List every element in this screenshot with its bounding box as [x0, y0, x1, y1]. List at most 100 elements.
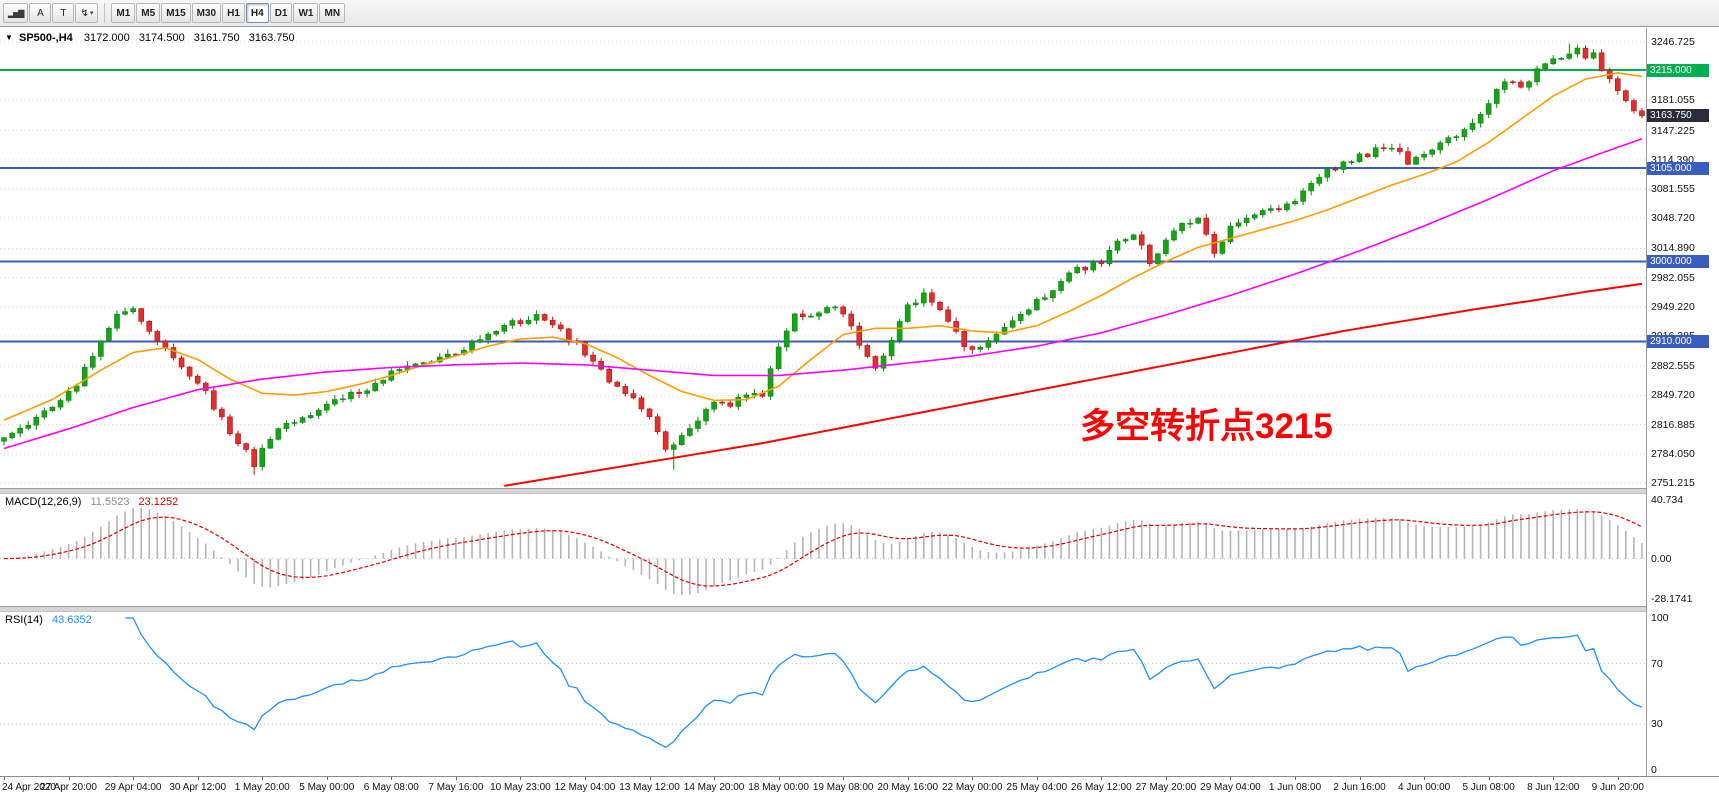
- ma-fast-orange: [3, 72, 1643, 421]
- price-axis-label: 3014.890: [1651, 242, 1695, 255]
- time-tick: [1295, 777, 1296, 780]
- candles-group: [1, 43, 1645, 476]
- time-tick: [1036, 777, 1038, 780]
- time-axis-label: 9 Jun 20:00: [1591, 782, 1644, 793]
- panel-splitter-2[interactable]: [0, 606, 1719, 612]
- time-tick: [1359, 777, 1361, 780]
- price-axis-label: 2949.220: [1651, 300, 1695, 313]
- time-tick: [1617, 777, 1619, 780]
- time-tick: [778, 777, 780, 780]
- time-axis-label: 12 May 04:00: [554, 782, 616, 793]
- current-price-tag: 3163.750: [1647, 109, 1709, 123]
- price-axis[interactable]: 3246.725 3181.055 3147.225 3114.390 3081.555…: [1646, 28, 1719, 776]
- rsi-panel-canvas[interactable]: [0, 612, 1646, 776]
- rsi-axis-label: 30: [1651, 718, 1663, 731]
- arrow-tool[interactable]: A: [29, 3, 52, 23]
- time-axis-label: 10 May 23:00: [490, 782, 551, 793]
- price-axis-label: 2784.050: [1651, 447, 1695, 460]
- price-axis-label: 2882.555: [1651, 360, 1695, 373]
- chart-shift-icon: ▼: [5, 33, 13, 42]
- rsi-label: RSI(14): [5, 614, 43, 626]
- price-tag-level: 3000.000: [1647, 255, 1709, 269]
- toolbar-separator: [104, 3, 106, 23]
- text-tool[interactable]: T: [52, 3, 75, 23]
- time-axis-label: 27 Apr 20:00: [40, 782, 97, 793]
- rsi-axis-label: 0: [1651, 764, 1657, 776]
- macd-panel-canvas[interactable]: [0, 494, 1646, 606]
- price-tag-level: 3105.000: [1647, 161, 1709, 175]
- ohlc-low: 3161.750: [193, 32, 240, 44]
- ohlc-close: 3163.750: [248, 32, 295, 44]
- time-tick: [4, 777, 6, 780]
- main-chart-canvas[interactable]: [0, 28, 1646, 488]
- cycle-tool-glyph: ↯: [80, 7, 89, 19]
- price-axis-label: 2751.215: [1651, 477, 1695, 489]
- text-tool-glyph: T: [60, 7, 67, 19]
- time-axis-label: 18 May 00:00: [748, 782, 809, 793]
- time-tick: [907, 777, 909, 780]
- time-tick: [455, 777, 457, 780]
- time-tick: [1553, 777, 1555, 780]
- price-tag-level: 2910.000: [1647, 335, 1709, 349]
- time-axis-label: 7 May 16:00: [428, 782, 484, 793]
- panel-splitter-1[interactable]: [0, 488, 1719, 494]
- price-axis-label: 3147.225: [1651, 124, 1695, 137]
- timeframe-button-M1[interactable]: M1: [111, 3, 136, 23]
- ohlc-open: 3172.000: [83, 32, 130, 44]
- time-tick: [197, 777, 199, 780]
- price-axis-label: 2982.055: [1651, 271, 1695, 284]
- time-axis-label: 20 May 16:00: [877, 782, 939, 793]
- timeframe-button-D1[interactable]: D1: [269, 3, 293, 23]
- timeframe-button-MN[interactable]: MN: [319, 3, 346, 23]
- time-axis-label: 26 May 12:00: [1071, 782, 1132, 793]
- macd-header: MACD(12,26,9) 11.5523 23.1252: [5, 496, 178, 508]
- time-tick: [1488, 777, 1490, 780]
- charts-icon-glyph: ▂▅▇: [8, 8, 25, 18]
- time-tick: [843, 777, 845, 780]
- time-tick: [584, 777, 586, 780]
- timeframe-button-H4[interactable]: H4: [245, 3, 269, 23]
- ma-slow-red: [504, 282, 1643, 487]
- macd-axis-label: -28.1741: [1651, 593, 1693, 606]
- time-tick: [972, 777, 974, 780]
- ohlc-high: 3174.500: [138, 32, 185, 44]
- time-tick: [1101, 777, 1103, 780]
- timeframe-button-M5[interactable]: M5: [136, 3, 161, 23]
- rsi-line: [125, 617, 1643, 749]
- time-axis-label: 13 May 12:00: [619, 782, 680, 793]
- time-axis-label: 29 May 04:00: [1200, 782, 1261, 793]
- timeframe-toolbar: M1 M5 M15 M30 H1 H4 D1 W1 MN: [111, 3, 346, 23]
- rsi-value: 43.6352: [51, 614, 92, 626]
- price-tag-level: 3215.000: [1647, 63, 1709, 77]
- time-axis-label: 5 Jun 08:00: [1462, 782, 1515, 793]
- arrow-tool-glyph: A: [37, 7, 44, 19]
- macd-axis-label: 40.734: [1651, 494, 1684, 507]
- macd-label: MACD(12,26,9): [5, 496, 82, 508]
- timeframe-button-M15[interactable]: M15: [161, 3, 191, 23]
- cycle-tool[interactable]: ↯ ▾: [75, 3, 99, 23]
- time-axis-label: 4 Jun 00:00: [1397, 782, 1451, 793]
- time-axis-label: 19 May 08:00: [812, 782, 874, 793]
- time-axis-label: 27 May 20:00: [1135, 782, 1197, 793]
- time-tick: [133, 777, 135, 780]
- charts-icon[interactable]: ▂▅▇: [3, 3, 29, 23]
- macd-signal-line: [3, 511, 1643, 587]
- time-axis-label: 24 Apr 2020: [2, 782, 56, 793]
- macd-axis-label: 0.00: [1651, 552, 1672, 565]
- timeframe-button-H1[interactable]: H1: [222, 3, 245, 23]
- time-axis[interactable]: 24 Apr 2020 27 Apr 20:00 29 Apr 04:00 30 Ap…: [0, 776, 1719, 798]
- price-axis-label: 2849.720: [1651, 389, 1695, 402]
- chevron-down-icon: ▾: [89, 10, 94, 17]
- time-tick: [520, 777, 522, 780]
- ma-mid-magenta: [3, 138, 1643, 450]
- time-axis-label: 2 Jun 16:00: [1333, 782, 1386, 793]
- time-tick: [68, 777, 70, 780]
- timeframe-button-W1[interactable]: W1: [293, 3, 319, 23]
- toolbar: ▂▅▇ A T ↯ ▾ M1 M5 M15 M30 H1 H4 D1 W1 MN: [0, 0, 1719, 27]
- time-axis-label: 30 Apr 12:00: [169, 782, 227, 793]
- timeframe-button-M30[interactable]: M30: [191, 3, 222, 23]
- time-tick: [262, 777, 264, 780]
- time-axis-label: 1 Jun 08:00: [1268, 782, 1322, 793]
- rsi-header: RSI(14) 43.6352: [5, 614, 92, 626]
- price-axis-label: 3181.055: [1651, 94, 1695, 107]
